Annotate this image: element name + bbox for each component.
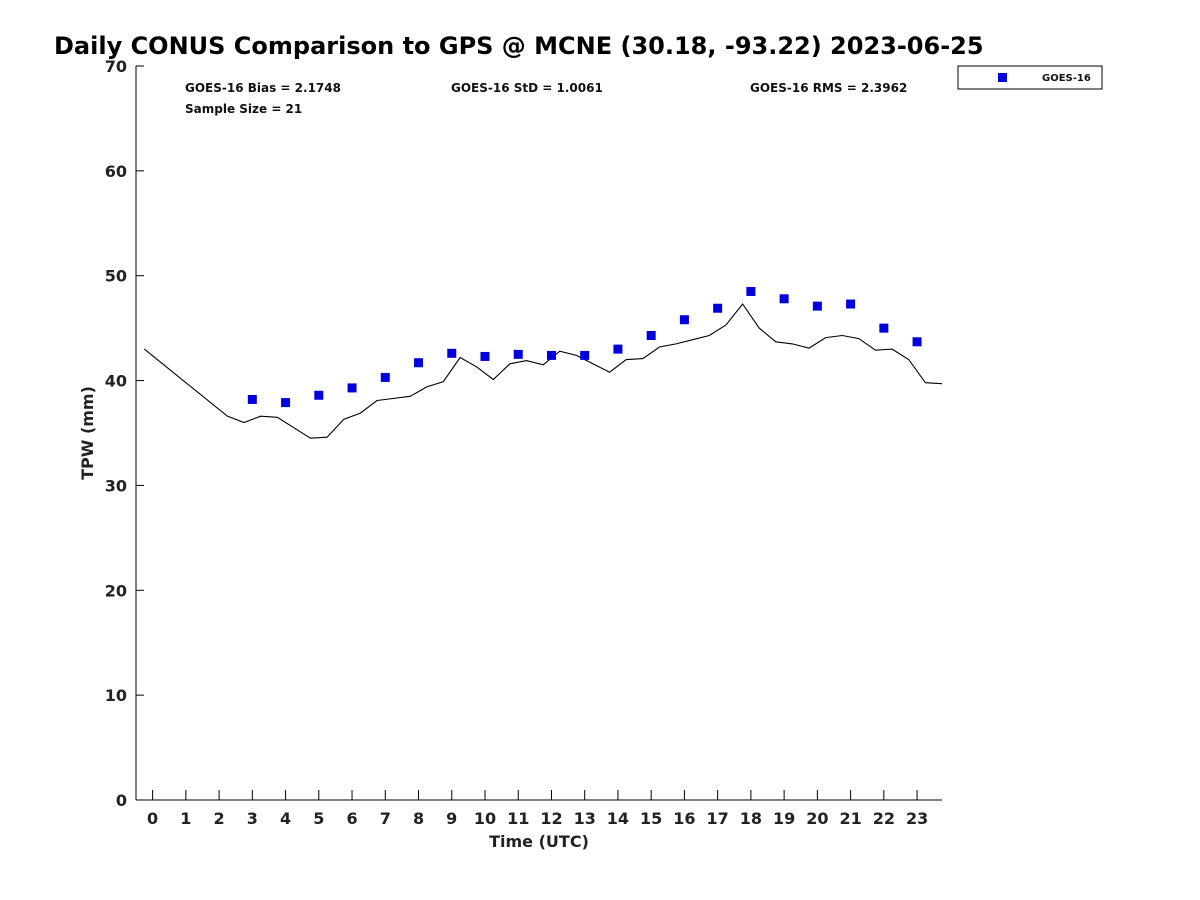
stat-std: GOES-16 StD = 1.0061 [451,81,603,95]
x-tick-label: 10 [474,809,496,828]
x-tick-label: 16 [673,809,695,828]
goes-16-point [513,349,523,359]
y-axis-label: TPW (mm) [78,386,97,480]
y-tick-label: 40 [105,372,127,391]
x-tick-label: 6 [346,809,357,828]
x-tick-label: 1 [180,809,191,828]
x-tick-label: 14 [607,809,629,828]
x-tick-label: 7 [380,809,391,828]
goes-16-point [879,323,889,333]
y-tick-label: 60 [105,162,127,181]
y-tick-label: 20 [105,581,127,600]
goes-16-point [646,330,656,340]
x-tick-label: 12 [540,809,562,828]
x-tick-label: 2 [214,809,225,828]
legend-label-goes-16: GOES-16 [1042,73,1091,84]
gps-series [143,303,943,439]
goes-16-point [846,299,856,309]
chart-title: Daily CONUS Comparison to GPS @ MCNE (30… [54,32,984,60]
x-tick-label: 11 [507,809,529,828]
goes-16-point [613,344,623,354]
goes-16-point [480,351,490,361]
goes-16-point [746,286,756,296]
goes-16-point [380,372,390,382]
goes-series [247,286,922,408]
x-tick-label: 21 [839,809,861,828]
gps-line [143,303,943,439]
legend-box [957,65,1103,90]
goes-16-point [580,350,590,360]
x-tick-label: 0 [147,809,158,828]
x-tick-label: 22 [873,809,895,828]
goes-16-point [314,390,324,400]
goes-16-point [546,350,556,360]
x-tick-label: 18 [740,809,762,828]
stat-sample-size: Sample Size = 21 [185,102,302,116]
goes-16-point [347,383,357,393]
x-tick-label: 3 [247,809,258,828]
x-ticks: 0 1 2 3 4 5 6 7 8 9 10 11 12 13 14 15 16 17 18 19 20 21 22 23 [147,790,928,828]
x-tick-label: 17 [707,809,729,828]
y-tick-label: 70 [105,57,127,76]
goes-16-point [447,348,457,358]
goes-16-point [414,358,424,368]
x-tick-label: 19 [773,809,795,828]
x-tick-label: 23 [906,809,928,828]
goes-16-point [281,398,291,408]
x-tick-label: 9 [446,809,457,828]
y-ticks: 0 10 20 30 40 50 60 70 [105,57,144,810]
x-tick-label: 13 [574,809,596,828]
x-tick-label: 4 [280,809,291,828]
x-axis-label: Time (UTC) [489,832,589,851]
stat-rms: GOES-16 RMS = 2.3962 [750,81,907,95]
y-tick-label: 50 [105,267,127,286]
x-tick-label: 15 [640,809,662,828]
legend-marker-goes-16 [998,73,1007,82]
goes-16-point [912,337,922,347]
y-tick-label: 0 [116,791,127,810]
x-tick-label: 20 [806,809,828,828]
goes-16-point [247,394,257,404]
y-tick-label: 10 [105,686,127,705]
x-tick-label: 8 [413,809,424,828]
x-tick-label: 5 [313,809,324,828]
y-tick-label: 30 [105,476,127,495]
goes-16-point [779,294,789,304]
goes-16-point [812,301,822,311]
stat-bias: GOES-16 Bias = 2.1748 [185,81,341,95]
goes-16-point [713,303,723,313]
goes-16-point [679,315,689,325]
legend: GOES-16 [957,65,1103,90]
